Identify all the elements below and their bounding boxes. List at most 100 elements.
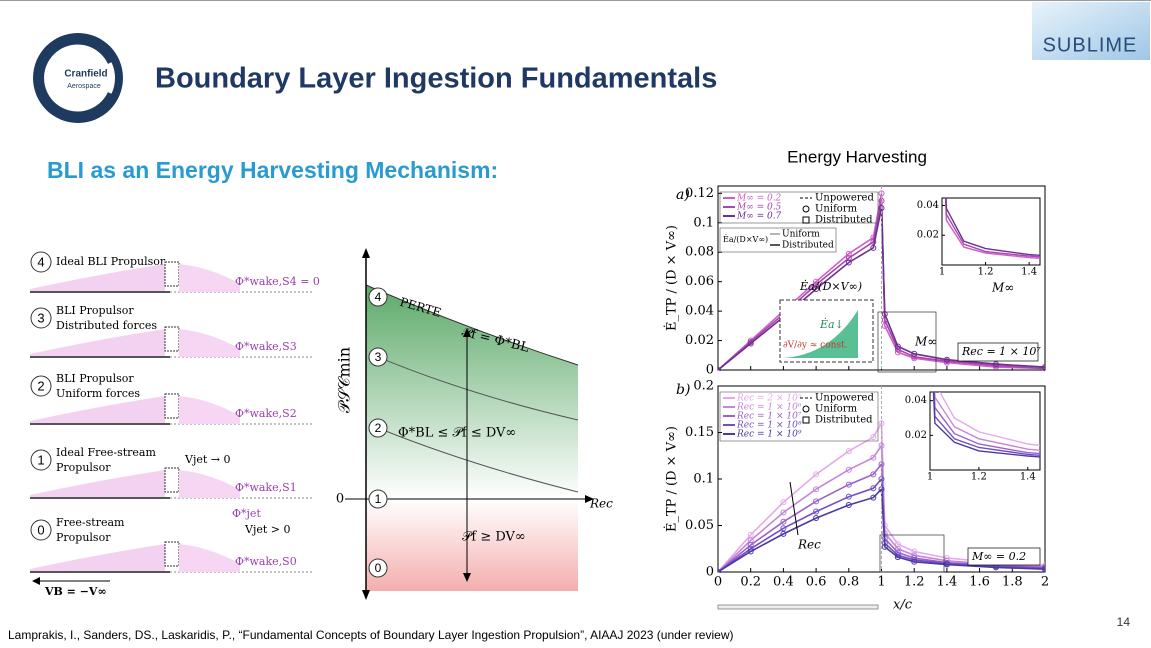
series-marker bbox=[870, 485, 877, 492]
legend-label: M∞ = 0.5 bbox=[736, 203, 782, 213]
inset-x-tick-label: 1 bbox=[939, 267, 945, 278]
wake-label: Φ*wake,S1 bbox=[235, 481, 297, 494]
series-marker bbox=[780, 518, 787, 525]
series-marker bbox=[878, 420, 885, 427]
series-line bbox=[718, 487, 1045, 573]
page-number: 14 bbox=[1117, 615, 1131, 629]
wake bbox=[179, 264, 240, 292]
series-marker bbox=[1042, 364, 1045, 371]
velocity-arrowhead bbox=[32, 577, 40, 585]
series-marker bbox=[870, 494, 877, 501]
y-tick-label: 0.15 bbox=[685, 425, 714, 440]
wake-label: Φ*wake,S4 = 0 bbox=[235, 275, 320, 288]
y-tick-label: 0.02 bbox=[685, 333, 714, 348]
legend-label: Distributed bbox=[815, 415, 873, 426]
y-axis-label: 𝒫𝒮𝒞min bbox=[335, 347, 354, 413]
annotation-box bbox=[957, 342, 1039, 362]
y-tick-label: 0 bbox=[706, 565, 714, 580]
series-marker bbox=[992, 361, 999, 368]
series-marker bbox=[870, 454, 877, 461]
region-red bbox=[366, 499, 578, 591]
series-marker bbox=[845, 255, 852, 262]
legend2-label: Distributed bbox=[782, 241, 834, 251]
inset-line bbox=[938, 392, 1040, 447]
logo-subtext: Aerospace bbox=[67, 83, 101, 90]
inset-x-tick-label: 1.2 bbox=[978, 267, 994, 278]
inset-x-tick-label: 1.2 bbox=[971, 472, 987, 483]
legend-label: Rec = 1 × 10⁶ bbox=[736, 403, 802, 413]
range-arrow-top bbox=[463, 328, 471, 337]
annotation: Rec bbox=[797, 538, 821, 552]
series-marker bbox=[845, 250, 852, 257]
series-marker bbox=[911, 350, 918, 357]
legend-box bbox=[719, 191, 879, 224]
legend2-title: Ėa/(D×V∞) bbox=[723, 235, 768, 244]
step-label: Distributed forces bbox=[56, 319, 157, 332]
level-circle bbox=[368, 347, 388, 367]
wake-label: Φ*wake,S0 bbox=[235, 555, 297, 568]
inset-x-tick-label: 1 bbox=[927, 472, 933, 483]
y-arrow-down bbox=[362, 590, 370, 600]
inset-line bbox=[933, 392, 1040, 455]
series-marker bbox=[813, 281, 820, 288]
annotation: Rec = 1 × 10⁷ bbox=[961, 345, 1041, 358]
jet-wake-label: Φ*jet bbox=[232, 507, 261, 520]
series-marker bbox=[845, 466, 852, 473]
inset-x-tick-label: 1.4 bbox=[1020, 472, 1036, 483]
legend-label: Distributed bbox=[815, 215, 873, 226]
inset-line bbox=[932, 392, 1040, 458]
legend-label: Unpowered bbox=[815, 393, 874, 404]
x-tick-label: 0.6 bbox=[806, 575, 827, 590]
boundary-layer bbox=[30, 470, 165, 498]
re-arrow bbox=[789, 481, 799, 536]
step-circle bbox=[30, 307, 52, 329]
step-label: Uniform forces bbox=[56, 387, 140, 400]
series-marker bbox=[878, 190, 885, 197]
annotation: M∞ bbox=[914, 335, 937, 349]
inset-y-tick-label: 0.02 bbox=[905, 430, 927, 441]
legend-label: M∞ = 0.2 bbox=[736, 194, 782, 204]
series-marker bbox=[943, 561, 950, 568]
x-axis-label: Rec bbox=[589, 497, 613, 511]
x-tick-label: 1.2 bbox=[904, 575, 925, 590]
x-tick-label: 0.4 bbox=[773, 575, 794, 590]
annotation: ∂V/∂y ≈ const. bbox=[783, 341, 848, 351]
step-number: 3 bbox=[37, 310, 44, 325]
series-marker bbox=[845, 448, 852, 455]
step-label: Propulsor bbox=[56, 531, 111, 544]
propulsor-diagram: 4 Ideal BLI Propulsor Φ*wake,S4 = 0 3 BLI Pr… bbox=[30, 251, 320, 598]
energy-plots: a)00.020.040.060.080.10.12Ė_TP / (D × V∞… bbox=[663, 185, 1049, 613]
series-marker bbox=[870, 471, 877, 478]
legend-label: Uniform bbox=[815, 204, 858, 215]
step-circle bbox=[30, 449, 52, 471]
series-marker bbox=[894, 343, 901, 350]
inset-series bbox=[944, 198, 1040, 260]
annotation: Ėa/(D×V∞) bbox=[799, 279, 862, 293]
inset-line bbox=[944, 198, 1040, 260]
wake-label: Φ*wake,S3 bbox=[235, 340, 297, 353]
logo-text: Cranfield bbox=[64, 69, 107, 80]
legend-label: Uniform bbox=[815, 404, 858, 415]
y-tick-label: 0.08 bbox=[685, 245, 714, 260]
inset-y-tick-label: 0.04 bbox=[917, 200, 939, 211]
y-tick-label: 0 bbox=[706, 363, 714, 378]
series-marker bbox=[780, 509, 787, 516]
x-tick-label: 0.2 bbox=[740, 575, 761, 590]
legend-symbol bbox=[802, 416, 810, 424]
y-tick-label: 0.05 bbox=[685, 518, 714, 533]
series-marker bbox=[780, 499, 787, 506]
inset-line bbox=[945, 198, 1040, 257]
legend-symbol bbox=[802, 205, 810, 213]
level-label: 0 bbox=[375, 561, 382, 575]
jet-label: Vjet → 0 bbox=[184, 453, 231, 466]
step-label: BLI Propulsor bbox=[56, 372, 134, 385]
wake bbox=[179, 544, 240, 572]
legend-label: Unpowered bbox=[815, 193, 874, 204]
level-circle bbox=[368, 558, 388, 578]
x-tick-label: 1 bbox=[877, 575, 885, 590]
series-marker bbox=[894, 554, 901, 561]
y-tick-label: 0.06 bbox=[685, 274, 714, 289]
x-tick-label: 1.8 bbox=[1002, 575, 1023, 590]
x-tick-label: 0.8 bbox=[838, 575, 859, 590]
wake bbox=[179, 470, 240, 498]
